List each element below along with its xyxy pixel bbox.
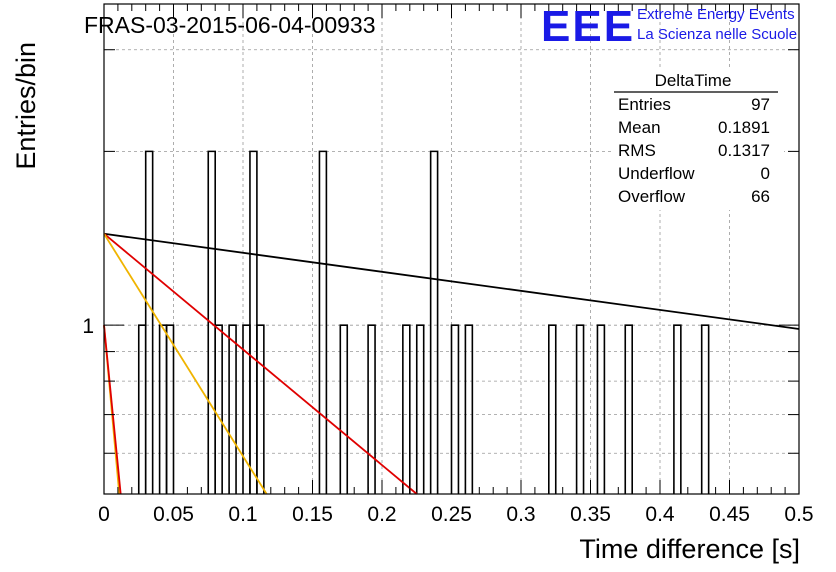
y-tick-label: 1 [82,315,94,338]
y-tick-labels: 1 [82,315,94,338]
axis-ticks [103,4,800,494]
histogram-bin [207,150,216,494]
fit-line [103,233,268,495]
x-tick-label: 0.45 [709,503,750,526]
histogram-bin [575,324,585,494]
histogram-bin [464,324,474,494]
logo-letters: EEE [541,2,635,51]
histogram-bin [402,324,411,494]
histogram-bin [596,324,606,494]
stats-label: Underflow [618,164,695,183]
x-tick-label: 0.05 [153,503,194,526]
stats-label: RMS [618,141,656,160]
histogram-bin [228,324,237,494]
run-title: FRAS-03-2015-06-04-00933 [84,12,376,38]
eee-logo: EEE Extreme Energy Events La Scienza nel… [541,2,797,51]
x-axis-label: Time difference [s] [579,534,800,564]
fit-line [103,232,800,330]
fit-line [103,233,418,495]
histogram-bin [214,324,223,494]
y-axis-label: Entries/bin [11,42,41,170]
histogram-bin [158,324,168,494]
logo-line2: La Scienza nelle Scuole [637,26,797,43]
histogram-bin [144,150,154,494]
histogram-bin [256,324,265,494]
fit-line [103,325,122,495]
x-tick-label: 0.3 [506,503,535,526]
fit-lines [103,232,800,495]
stats-label: Mean [618,118,661,137]
x-tick-label: 0 [98,503,110,526]
histogram-bin [249,150,258,494]
histogram-bin [548,324,557,494]
x-tick-label: 0.2 [367,503,396,526]
stats-box-title: DeltaTime [655,71,732,90]
histogram-bin [450,324,460,494]
stats-value: 66 [751,187,770,206]
histogram-bin [624,324,633,494]
histogram-bin [339,324,349,494]
x-tick-labels: 0 0.05 0.1 0.15 0.2 0.25 0.3 0.35 0.4 0.45 0.5 [98,503,813,526]
x-tick-label: 0.25 [431,503,472,526]
stats-label: Overflow [618,187,686,206]
stats-box: DeltaTime Entries 97 Mean 0.1891 RMS 0.1317 Un… [612,68,784,210]
histogram-bin [165,324,175,494]
histogram-bin [429,150,439,494]
stats-value: 0.1317 [718,141,770,160]
histogram-bins [137,150,710,494]
histogram-bin [415,324,425,494]
histogram-bin [367,324,376,494]
x-tick-label: 0.35 [570,503,611,526]
logo-line1: Extreme Energy Events [637,6,795,23]
histogram-bin [673,324,682,494]
stats-value: 0 [761,164,770,183]
x-tick-label: 0.1 [228,503,257,526]
x-tick-label: 0.5 [784,503,813,526]
histogram-bin [318,150,328,494]
stats-value: 0.1891 [718,118,770,137]
histogram-bin [137,324,147,494]
stats-label: Entries [618,95,671,114]
stats-value: 97 [751,95,770,114]
x-tick-label: 0.15 [292,503,333,526]
x-tick-label: 0.4 [645,503,675,526]
histogram-bin [700,324,710,494]
